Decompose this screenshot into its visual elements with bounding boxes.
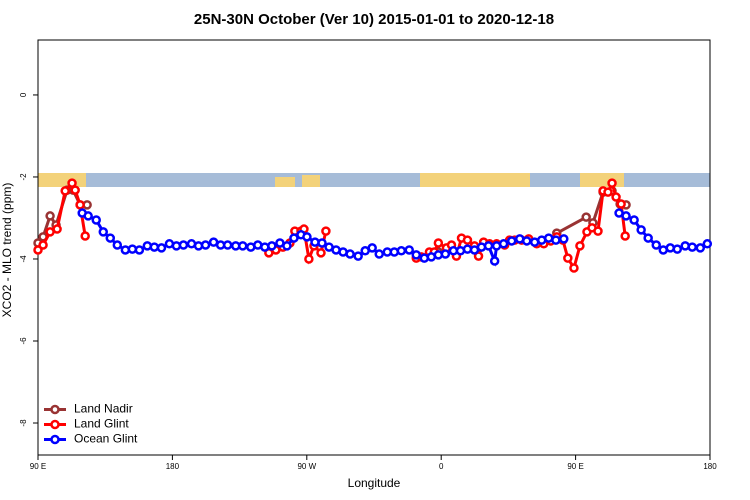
point	[178, 240, 189, 250]
point	[316, 248, 326, 258]
y-tick-label: -2	[19, 173, 28, 181]
x-tick-label: 180	[166, 462, 180, 471]
land-strip	[580, 173, 624, 187]
point	[440, 249, 451, 259]
point	[593, 226, 603, 236]
x-tick-label: 180	[703, 462, 717, 471]
point	[629, 215, 639, 225]
point	[616, 199, 626, 209]
point	[404, 245, 414, 255]
y-tick-label: -6	[19, 337, 28, 345]
point	[282, 241, 292, 251]
point	[367, 243, 377, 253]
series-line	[36, 178, 627, 272]
point	[105, 233, 116, 243]
point	[52, 224, 62, 234]
point	[200, 240, 211, 250]
ocean-strip	[38, 173, 710, 187]
x-tick-label: 0	[439, 462, 444, 471]
point	[621, 211, 631, 221]
land-strip	[420, 173, 530, 187]
legend-marker	[50, 419, 60, 430]
point	[695, 243, 706, 253]
y-tick-label: 0	[19, 92, 28, 97]
point	[651, 240, 661, 250]
point	[611, 192, 621, 202]
point	[702, 239, 713, 249]
point	[569, 263, 579, 273]
legend-marker	[50, 404, 60, 415]
land-strip	[275, 177, 295, 187]
legend-label: Land Nadir	[74, 402, 133, 416]
point	[304, 254, 314, 264]
point	[563, 253, 573, 263]
y-axis-label: XCO2 - MLO trend (ppm)	[0, 183, 14, 318]
point	[156, 243, 167, 253]
point	[607, 178, 617, 188]
point	[302, 232, 312, 242]
point	[489, 256, 500, 266]
point	[581, 212, 591, 222]
legend-marker	[50, 434, 60, 445]
point	[45, 211, 55, 221]
point	[559, 234, 569, 244]
point	[374, 249, 384, 259]
point	[75, 200, 85, 210]
x-tick-label: 90 E	[567, 462, 583, 471]
point	[411, 250, 422, 260]
point	[636, 225, 646, 235]
point	[462, 235, 473, 245]
point	[473, 251, 484, 261]
point	[551, 235, 561, 245]
point	[498, 239, 509, 249]
land-strip	[38, 173, 86, 187]
point	[353, 251, 363, 261]
point	[575, 241, 585, 251]
point	[267, 241, 277, 251]
x-tick-label: 90 E	[30, 462, 46, 471]
point	[222, 240, 233, 250]
point	[483, 241, 494, 251]
point	[620, 231, 630, 241]
point	[134, 245, 145, 255]
point	[317, 238, 327, 248]
point	[345, 249, 355, 259]
point	[506, 236, 517, 246]
point	[237, 241, 248, 251]
point	[80, 231, 90, 241]
point	[70, 185, 80, 195]
y-tick-label: -4	[19, 255, 28, 263]
point	[687, 242, 697, 252]
point	[321, 226, 331, 236]
legend-label: Ocean Glint	[74, 432, 138, 446]
point	[38, 240, 48, 250]
point	[522, 236, 532, 246]
map-strip	[38, 173, 710, 187]
point	[112, 240, 123, 250]
point	[98, 227, 109, 237]
chart-title: 25N-30N October (Ver 10) 2015-01-01 to 2…	[194, 11, 554, 28]
point	[289, 233, 299, 243]
point	[60, 186, 70, 196]
point	[91, 215, 101, 225]
point	[643, 233, 653, 243]
legend-label: Land Glint	[74, 417, 129, 431]
x-tick-label: 90 W	[297, 462, 316, 471]
y-tick-label: -8	[19, 419, 28, 427]
point	[672, 244, 683, 254]
point	[433, 238, 444, 248]
point	[83, 211, 93, 221]
point	[149, 242, 160, 252]
point	[396, 246, 407, 256]
land-strip	[302, 175, 320, 187]
point	[603, 187, 613, 197]
x-axis-label: Longitude	[348, 476, 401, 490]
series-line	[36, 188, 627, 244]
